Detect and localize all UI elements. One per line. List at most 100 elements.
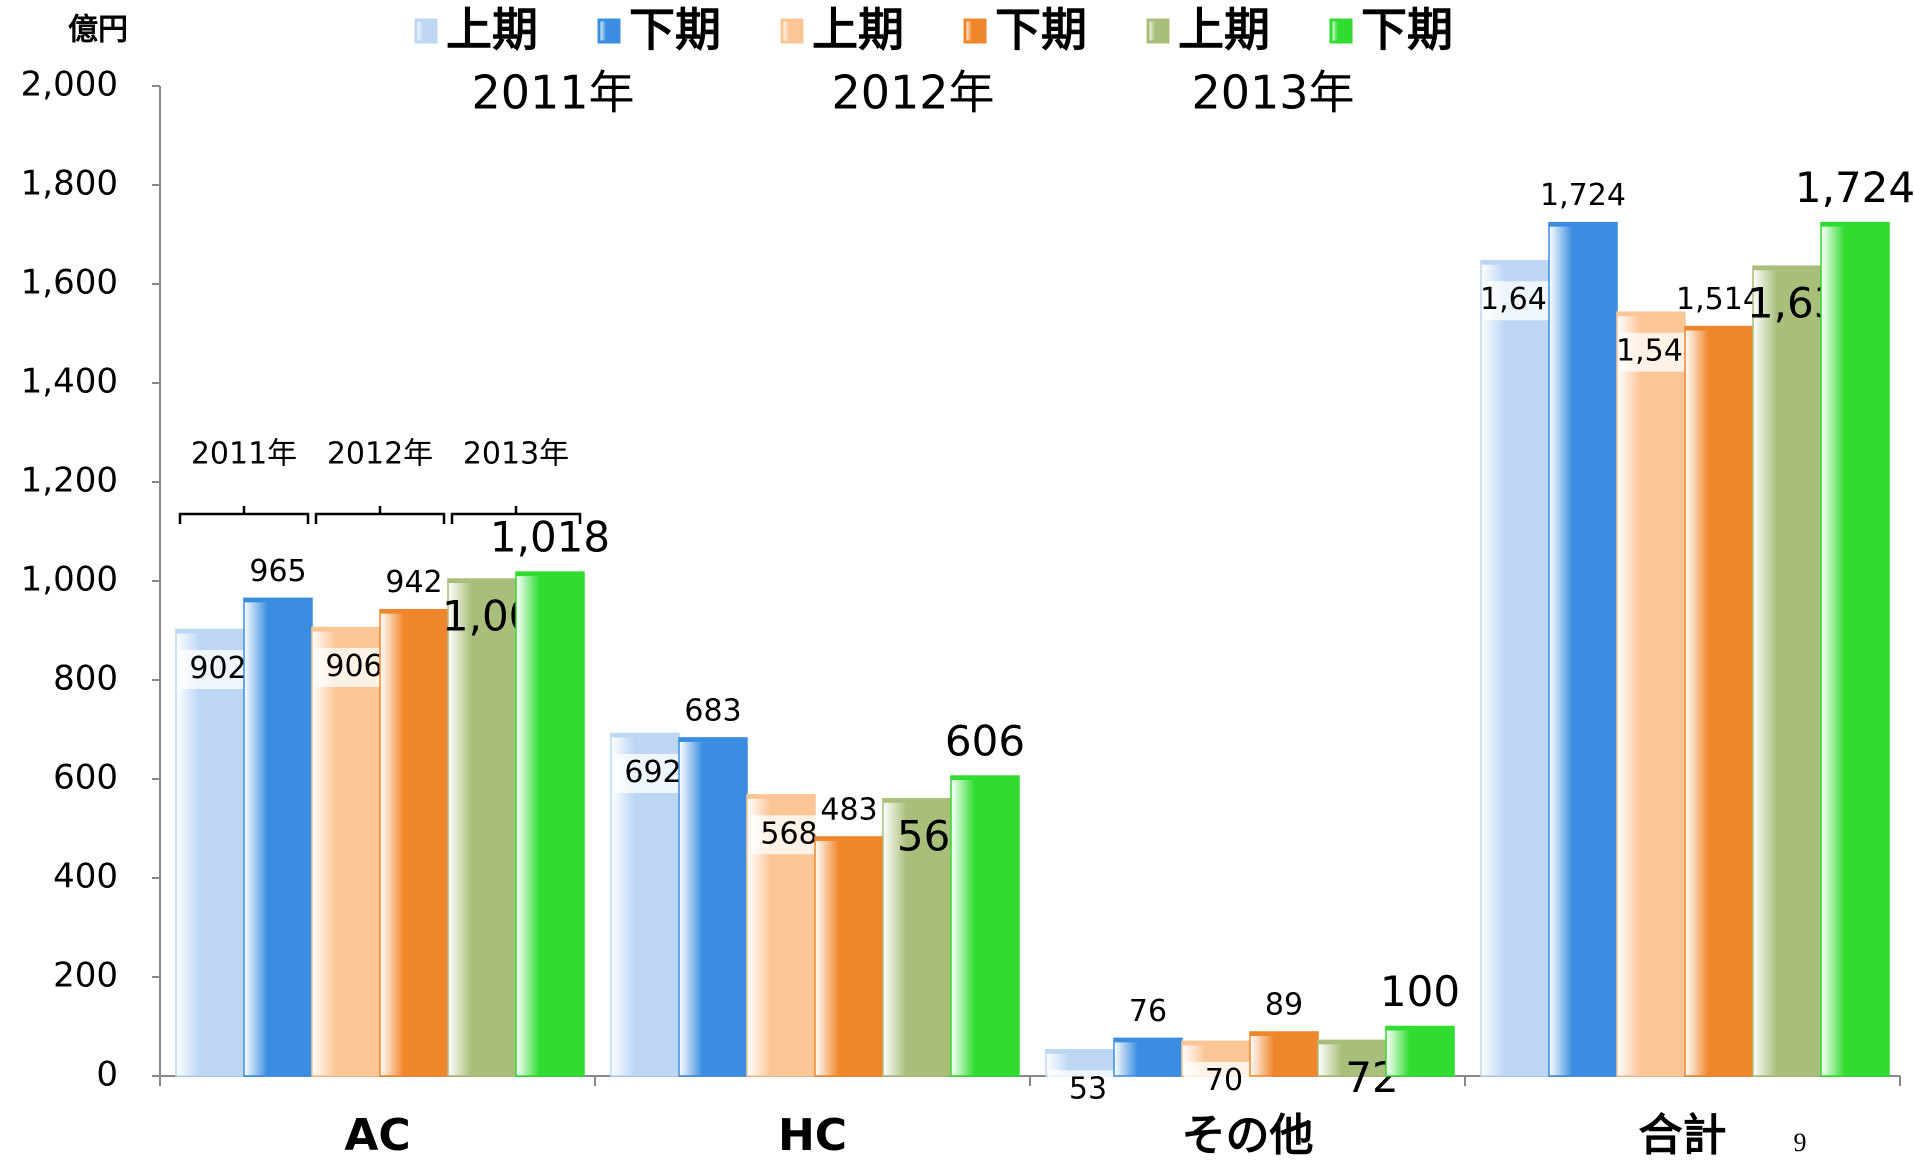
legend-label: 上期 [1178,3,1270,57]
bar [950,775,1020,1077]
bar-top [244,598,312,603]
legend-label: 上期 [812,3,904,57]
x-tick-label: AC [344,1110,410,1161]
data-label: 1,018 [490,513,610,562]
y-tick-label: 1,000 [21,560,118,600]
label-bg [1048,1070,1136,1110]
legend-group-label: 2012年 [831,66,994,120]
data-label: 692 [624,755,681,790]
x-tick-label: 合計 [1639,1110,1727,1161]
bar-top [1250,1031,1318,1036]
bar [1317,1039,1387,1077]
bar [447,578,517,1077]
legend-swatch [1146,18,1170,44]
y-tick-label: 1,200 [21,461,118,501]
legend-group-label: 2011年 [471,66,634,120]
bar-top [1114,1038,1182,1043]
bar-top [1685,326,1753,331]
data-label: 942 [385,565,442,600]
data-label: 683 [684,693,741,728]
data-label: 606 [945,717,1025,766]
y-tick-label: 200 [53,956,118,996]
bar [882,798,952,1077]
y-tick-label: 600 [53,758,118,798]
bar-top [1046,1049,1114,1054]
bar-top [1617,312,1685,317]
legend-swatch [780,18,804,44]
data-label: 906 [325,649,382,684]
x-tick-label: HC [778,1110,847,1161]
data-label: 53 [1069,1071,1107,1106]
bar-top [176,629,244,634]
bar [175,628,245,1077]
bracket [450,506,582,524]
bracket-label: 2012年 [327,437,433,472]
data-label: 100 [1380,967,1460,1016]
legend-swatch [597,18,621,44]
bar [379,608,449,1077]
bar-top [611,733,679,738]
data-label: 89 [1265,987,1303,1022]
bar [1113,1037,1183,1077]
legend-label: 下期 [629,3,721,57]
bar [515,571,585,1077]
y-tick-label: 1,800 [21,164,118,204]
bar [814,836,884,1077]
data-label: 70 [1205,1063,1243,1098]
bracket [314,506,446,524]
bar [1752,265,1822,1077]
legend-swatch [1329,18,1353,44]
bar-top [747,794,815,799]
y-tick-label: 1,400 [21,362,118,402]
bar [311,626,381,1077]
bracket [178,506,310,524]
bar-top [380,609,448,614]
bar [1684,325,1754,1077]
legend-group-label: 2013年 [1191,66,1354,120]
bar [1820,221,1890,1077]
legend-swatch [963,18,987,44]
bar-top [1481,260,1549,265]
y-tick-label: 2,000 [21,65,118,105]
bar-top [1753,266,1821,271]
data-label: 483 [820,792,877,827]
page-number: 9 [1794,1128,1807,1157]
bar-top [448,579,516,584]
bar-top [1318,1040,1386,1045]
bar-top [679,737,747,742]
bar-top [883,798,951,803]
bar-top [1821,222,1889,227]
data-label: 965 [249,554,306,589]
data-label: 1,724 [1795,163,1914,212]
legend-label: 下期 [1361,3,1453,57]
bar [1480,259,1550,1077]
bar [678,737,748,1077]
bar [1616,311,1686,1077]
legend-label: 上期 [446,3,538,57]
y-tick-label: 400 [53,857,118,897]
y-tick-label: 1,600 [21,263,118,303]
data-label: 1,514 [1676,282,1762,317]
x-tick-label: その他 [1182,1110,1314,1161]
label-bg [450,519,558,575]
y-tick-label: 800 [53,659,118,699]
y-tick-label: 0 [96,1055,118,1095]
legend-swatch [414,18,438,44]
bar-top [1182,1041,1250,1046]
bar [243,597,313,1077]
bar [1385,1025,1455,1077]
legend-label: 下期 [995,3,1087,57]
bar-top [1549,222,1617,227]
bar-top [516,572,584,577]
bar [1548,221,1618,1077]
data-label: 76 [1129,994,1167,1029]
bar-top [815,836,883,841]
bracket-label: 2013年 [463,437,569,472]
bar-top [312,627,380,632]
data-label: 568 [760,816,817,851]
bar-top [1386,1026,1454,1031]
data-label: 902 [189,651,246,686]
bracket-label: 2011年 [191,437,297,472]
data-label: 1,724 [1540,178,1626,213]
